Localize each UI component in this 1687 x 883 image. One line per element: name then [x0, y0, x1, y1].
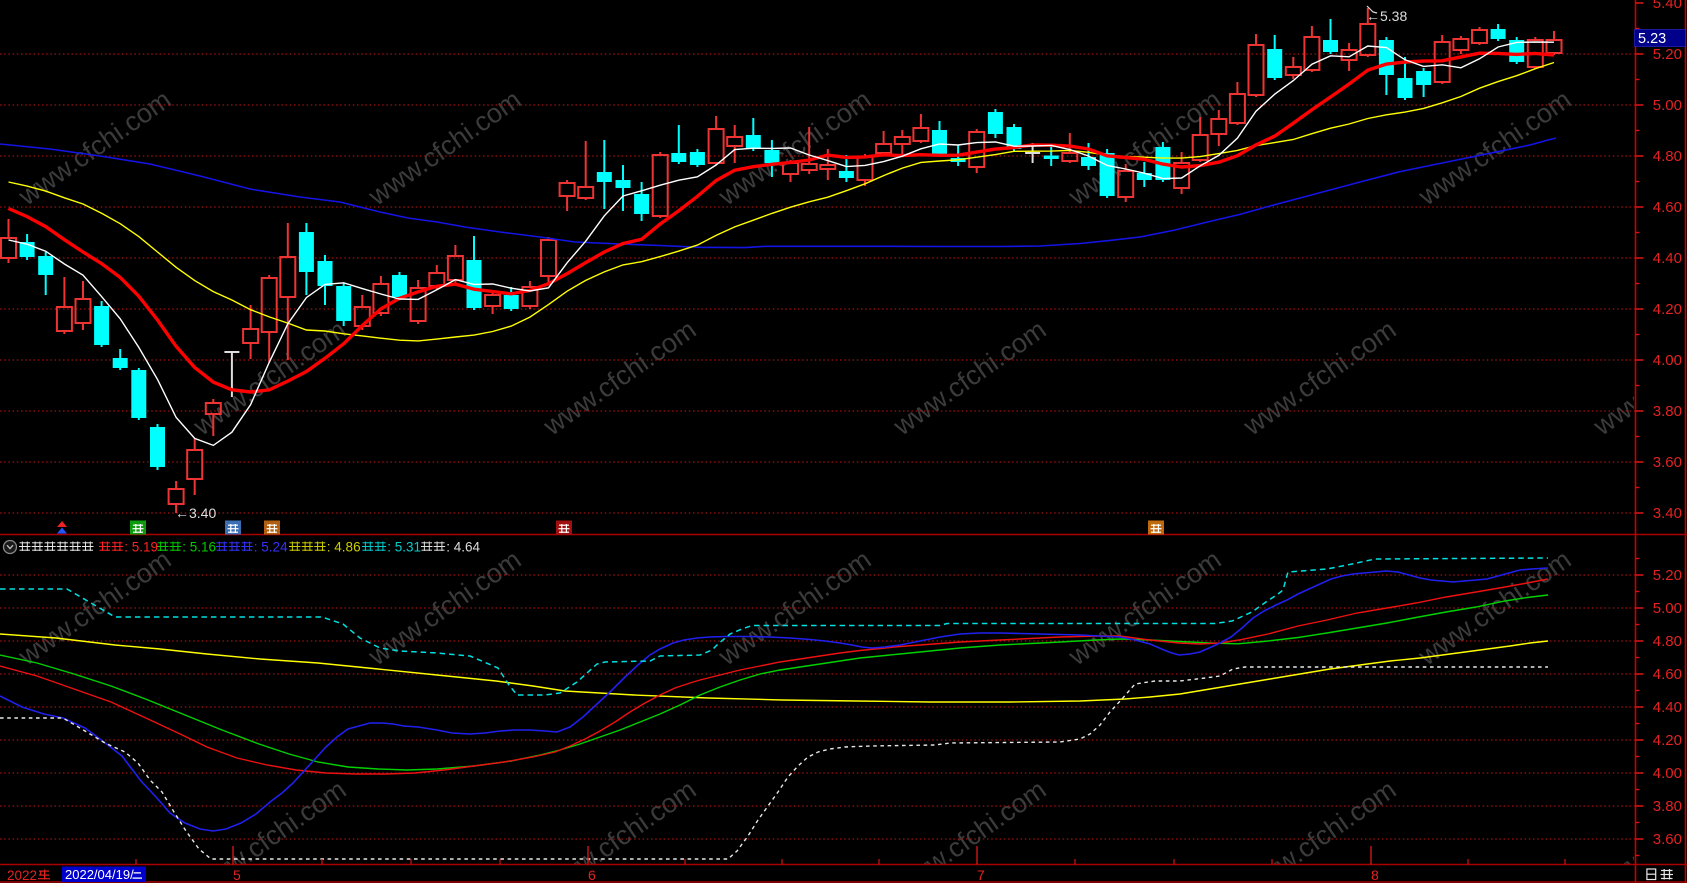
svg-text:2022/04/19/: 2022/04/19/: [65, 867, 134, 882]
svg-text:5.23: 5.23: [1638, 31, 1666, 47]
svg-text:5.20: 5.20: [1653, 46, 1682, 63]
svg-text:2022: 2022: [7, 868, 37, 883]
svg-text:4.60: 4.60: [1653, 199, 1682, 216]
svg-text:3.80: 3.80: [1653, 403, 1682, 420]
svg-text:3.80: 3.80: [1653, 798, 1682, 815]
svg-text:5.00: 5.00: [1653, 600, 1682, 617]
svg-text:: 5.24: : 5.24: [254, 540, 288, 555]
svg-text:4.80: 4.80: [1653, 148, 1682, 165]
svg-text:: 5.16: : 5.16: [182, 540, 216, 555]
svg-text:5: 5: [233, 867, 241, 883]
svg-text:5.00: 5.00: [1653, 97, 1682, 114]
svg-text:4.20: 4.20: [1653, 732, 1682, 749]
svg-text:4.80: 4.80: [1653, 633, 1682, 650]
svg-text:4.40: 4.40: [1653, 250, 1682, 267]
svg-text:4.20: 4.20: [1653, 301, 1682, 318]
svg-text:3.40: 3.40: [1653, 505, 1682, 522]
svg-text:: 4.86: : 4.86: [327, 540, 361, 555]
svg-text:7: 7: [977, 867, 985, 883]
svg-text:5.40: 5.40: [1653, 0, 1682, 12]
svg-text:3.60: 3.60: [1653, 454, 1682, 471]
svg-text:: 5.19: : 5.19: [124, 540, 158, 555]
svg-text:4.00: 4.00: [1653, 765, 1682, 782]
svg-text:3.60: 3.60: [1653, 831, 1682, 848]
svg-text:←3.40: ←3.40: [175, 505, 216, 521]
svg-text:6: 6: [588, 867, 596, 883]
svg-text:: 5.31: : 5.31: [387, 540, 421, 555]
svg-text:4.60: 4.60: [1653, 666, 1682, 683]
svg-text:8: 8: [1371, 867, 1379, 883]
svg-text:: 4.64: : 4.64: [446, 540, 480, 555]
svg-text:4.00: 4.00: [1653, 352, 1682, 369]
svg-text:←5.38: ←5.38: [1366, 8, 1407, 24]
svg-text:5.20: 5.20: [1653, 567, 1682, 584]
svg-text:4.40: 4.40: [1653, 699, 1682, 716]
